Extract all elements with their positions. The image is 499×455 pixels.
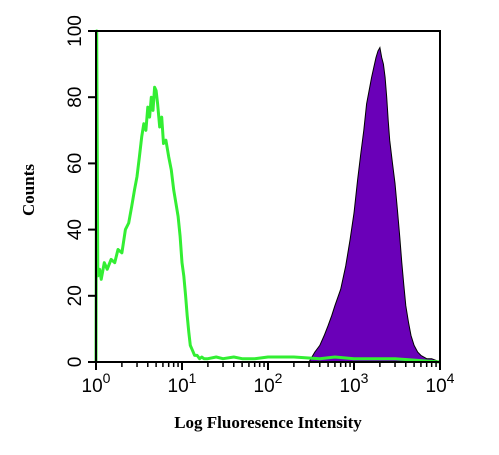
- x-tick-label: 103: [340, 370, 369, 397]
- x-axis-title: Log Fluoresence Intensity: [174, 413, 362, 432]
- x-tick-label: 101: [168, 370, 197, 397]
- y-axis-title: Counts: [19, 164, 38, 216]
- y-tick-label: 20: [65, 285, 86, 306]
- series-control-line: [94, 29, 441, 364]
- x-tick-label: 100: [82, 370, 111, 397]
- x-tick-label: 102: [254, 370, 283, 397]
- y-tick-label: 60: [65, 153, 86, 174]
- y-tick-label: 80: [65, 87, 86, 108]
- y-tick-label: 100: [65, 15, 86, 47]
- x-tick-label: 104: [426, 370, 455, 397]
- y-tick-label: 0: [65, 357, 86, 368]
- series-sample-area: [308, 46, 441, 363]
- y-tick-label: 40: [65, 219, 86, 240]
